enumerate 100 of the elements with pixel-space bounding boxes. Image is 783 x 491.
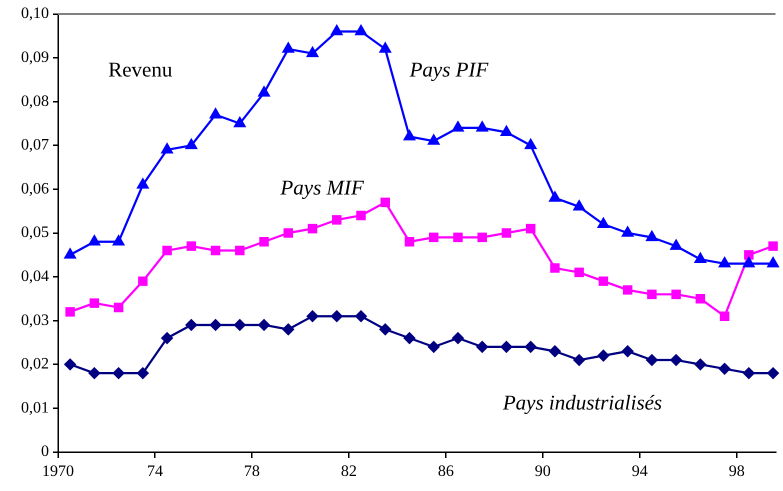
point — [160, 142, 174, 154]
point — [671, 290, 681, 300]
point — [161, 332, 174, 344]
point — [548, 190, 562, 202]
point — [622, 345, 634, 358]
point — [88, 367, 100, 380]
point — [403, 130, 416, 140]
point — [282, 42, 294, 53]
point — [646, 230, 658, 242]
point — [330, 24, 343, 36]
point — [500, 340, 512, 353]
y-tick-label: 0,03 — [21, 312, 49, 329]
point — [210, 318, 222, 331]
point — [597, 217, 610, 228]
point — [453, 232, 463, 242]
point — [379, 323, 392, 336]
point — [526, 224, 536, 234]
point — [112, 367, 125, 380]
y-tick-label: 0,10 — [21, 5, 49, 22]
point — [428, 232, 438, 242]
point — [573, 354, 586, 366]
y-tick-label: 0 — [41, 443, 49, 460]
point — [452, 332, 464, 344]
point — [258, 86, 270, 97]
y-tick-label: 0,05 — [21, 224, 49, 242]
point — [742, 256, 755, 268]
point — [162, 246, 172, 256]
point — [65, 307, 75, 317]
y-tick-label: 0,04 — [21, 268, 49, 286]
point — [647, 290, 657, 300]
point — [428, 340, 440, 353]
point — [380, 198, 390, 208]
point — [670, 239, 682, 250]
point — [452, 120, 464, 132]
point — [88, 234, 100, 246]
point — [186, 241, 196, 251]
point — [548, 345, 561, 358]
x-tick-label: 74 — [146, 462, 163, 480]
point — [694, 252, 706, 264]
y-tick-label: 0,09 — [21, 49, 49, 66]
point — [646, 354, 658, 366]
point — [90, 298, 100, 308]
point — [670, 354, 682, 366]
point — [114, 302, 124, 312]
point — [209, 108, 222, 118]
point — [138, 276, 148, 286]
point — [524, 138, 537, 150]
point — [768, 241, 778, 251]
point — [136, 178, 149, 189]
point — [258, 318, 270, 331]
point — [476, 120, 488, 132]
point — [767, 367, 780, 380]
point — [308, 224, 318, 234]
point — [185, 138, 198, 150]
series-label: Pays PIF — [408, 57, 488, 82]
point — [742, 367, 755, 380]
y-tick-label: 0,02 — [21, 356, 49, 373]
point — [720, 311, 730, 321]
point — [210, 246, 220, 256]
point — [502, 228, 512, 238]
point — [379, 42, 392, 53]
point — [428, 134, 440, 145]
point — [282, 323, 294, 336]
point — [306, 310, 319, 322]
point — [403, 332, 416, 344]
x-tick-label: 86 — [438, 462, 454, 480]
point — [234, 318, 246, 331]
point — [354, 24, 368, 36]
point — [330, 310, 343, 322]
point — [696, 294, 706, 304]
point — [332, 215, 342, 225]
point — [500, 125, 513, 136]
point — [284, 228, 294, 238]
x-tick-label: 78 — [244, 462, 260, 480]
point — [404, 237, 414, 247]
point — [476, 340, 488, 353]
series-label: Pays industrialisés — [502, 390, 662, 414]
point — [524, 340, 537, 353]
point — [64, 358, 76, 370]
point — [622, 285, 632, 295]
point — [574, 268, 584, 278]
point — [136, 367, 149, 380]
x-tick-label: 90 — [534, 462, 551, 480]
x-tick-label: 82 — [340, 462, 357, 480]
point — [112, 234, 125, 246]
series-label: Pays MIF — [279, 176, 364, 200]
point — [573, 200, 586, 210]
point — [356, 210, 366, 220]
point — [550, 263, 560, 273]
point — [477, 232, 487, 242]
x-tick-label: 98 — [728, 462, 745, 480]
point — [259, 237, 269, 247]
point — [234, 116, 246, 128]
point — [766, 256, 780, 268]
y-tick-label: 0,08 — [21, 92, 49, 110]
y-tick-label: 0,06 — [21, 180, 49, 198]
point — [597, 350, 610, 362]
annotation: Revenu — [108, 57, 173, 82]
x-tick-label: 94 — [632, 462, 648, 480]
y-tick-label: 0,07 — [21, 136, 49, 154]
